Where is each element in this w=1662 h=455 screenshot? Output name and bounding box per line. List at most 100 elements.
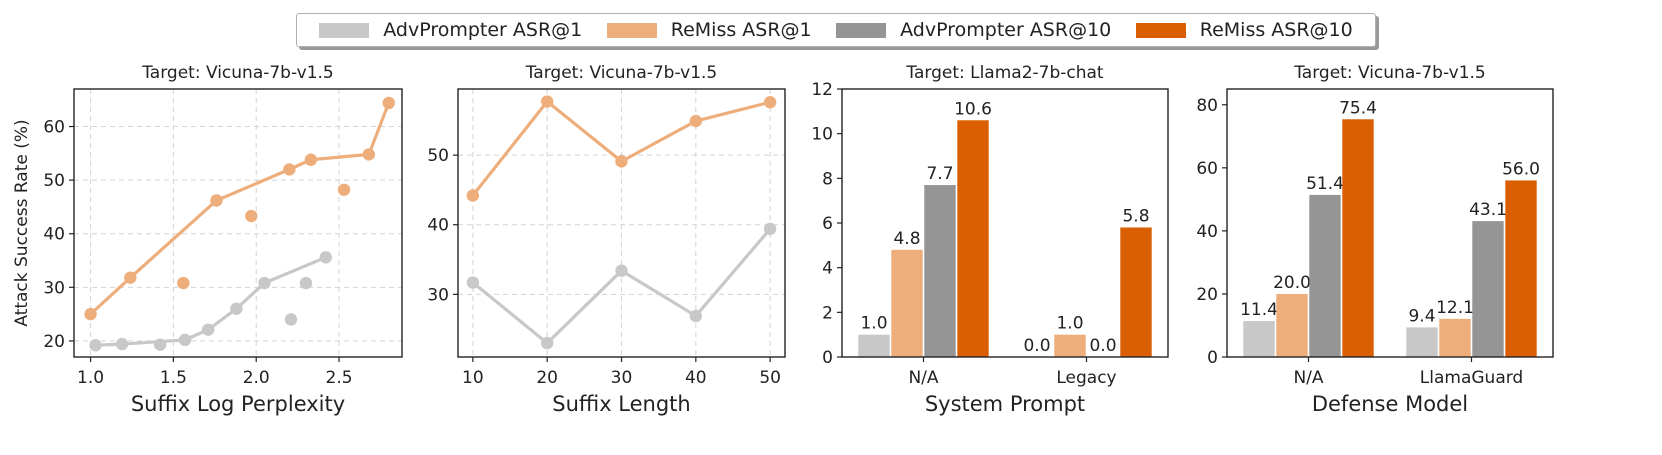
y-tick-label: 6 [822,214,833,234]
bar-value-label: 9.4 [1408,306,1435,326]
data-point [304,153,318,166]
data-point [615,264,628,277]
bar [1505,180,1537,357]
data-point [210,194,223,207]
x-axis-label: Suffix Length [552,392,690,416]
data-point [763,222,777,236]
panel-title: Target: Llama2-7b-chat [905,63,1104,83]
x-tick-label: 1.5 [160,368,187,388]
data-point [337,183,351,196]
bar [957,120,989,358]
data-point [258,276,271,290]
bar [924,185,956,357]
y-tick-label: 50 [43,171,65,191]
bar-value-label: 43.1 [1469,200,1507,220]
bar-value-label: 51.4 [1306,174,1344,194]
legend-label: ReMiss ASR@1 [670,19,812,41]
y-tick-label: 50 [427,146,449,166]
bar-value-label: 0.0 [1089,336,1116,356]
y-tick-label: 20 [1196,285,1218,305]
y-tick-label: 8 [822,169,833,189]
data-point [201,323,215,336]
bar-value-label: 11.4 [1240,300,1278,320]
data-point [178,333,192,347]
bar [1406,327,1438,357]
data-point [284,313,298,326]
data-point [615,155,628,168]
x-tick-label: N/A [908,368,938,388]
y-tick-label: 30 [43,278,65,298]
bar [1342,119,1374,357]
bar [1054,334,1086,357]
bar-value-label: 56.0 [1502,159,1540,179]
bar [891,249,923,357]
legend-item-remiss-asr10: ReMiss ASR@10 [1135,19,1353,41]
data-point [84,307,97,321]
bar-value-label: 10.6 [954,99,992,119]
bar [1472,221,1504,357]
data-point [763,96,777,109]
x-tick-label: 50 [759,368,781,388]
y-tick-label: 40 [427,216,449,236]
legend-label: AdvPrompter ASR@1 [383,19,583,41]
panel-title: Target: Vicuna-7b-v1.5 [1293,63,1486,83]
legend: AdvPrompter ASR@1 ReMiss ASR@1 AdvPrompt… [296,13,1376,47]
data-point [540,336,554,350]
bar-value-label: 12.1 [1436,298,1474,318]
legend-label: ReMiss ASR@10 [1199,19,1353,41]
y-tick-label: 20 [43,332,65,352]
y-tick-label: 2 [822,303,833,323]
axes-frame [73,88,403,358]
data-point [382,96,395,110]
bar-value-label: 7.7 [926,164,953,184]
y-tick-label: 0 [1207,348,1218,368]
x-tick-label: LlamaGuard [1420,368,1523,388]
y-tick-label: 0 [822,348,833,368]
bar-value-label: 1.0 [860,314,887,334]
x-tick-label: 30 [611,368,633,388]
legend-swatch [606,22,657,38]
x-tick-label: 2.0 [243,368,270,388]
data-point [245,209,258,223]
data-point [689,114,703,128]
panel-title: Target: Vicuna-7b-v1.5 [525,63,718,83]
y-tick-label: 80 [1196,96,1218,116]
y-tick-label: 40 [1196,222,1218,242]
data-point [689,309,703,323]
bar [1276,293,1308,357]
y-tick-label: 30 [427,285,449,305]
legend-item-advprompter-asr10: AdvPrompter ASR@10 [836,19,1111,41]
panel-title: Target: Vicuna-7b-v1.5 [141,63,334,83]
x-tick-label: 1.0 [77,368,104,388]
bar-value-label: 1.0 [1056,314,1083,334]
x-tick-label: 2.5 [326,368,353,388]
data-point [115,337,129,351]
y-tick-label: 12 [811,80,833,100]
axes-frame [457,88,786,358]
data-point [319,251,332,264]
axes-frame [841,88,1169,358]
data-point [230,302,243,315]
bar-value-label: 5.8 [1122,206,1149,226]
x-axis-label: Defense Model [1312,392,1468,416]
y-axis-label: Attack Success Rate (%) [12,119,32,326]
bar [1309,194,1341,357]
legend-swatch [1135,22,1186,38]
legend-item-remiss-asr1: ReMiss ASR@1 [606,19,812,41]
bar [1120,227,1152,357]
legend-label: AdvPrompter ASR@10 [900,19,1112,41]
x-tick-label: 10 [462,368,484,388]
bar [858,334,890,357]
x-tick-label: Legacy [1056,368,1116,388]
y-tick-label: 40 [43,225,65,245]
data-point [153,338,167,351]
bar-value-label: 75.4 [1339,98,1377,118]
y-tick-label: 10 [811,125,833,145]
data-point [177,276,190,290]
series-line [89,102,391,316]
x-axis-label: System Prompt [925,392,1085,416]
data-point [124,271,137,284]
legend-swatch [836,22,887,38]
bar-value-label: 0.0 [1023,336,1050,356]
